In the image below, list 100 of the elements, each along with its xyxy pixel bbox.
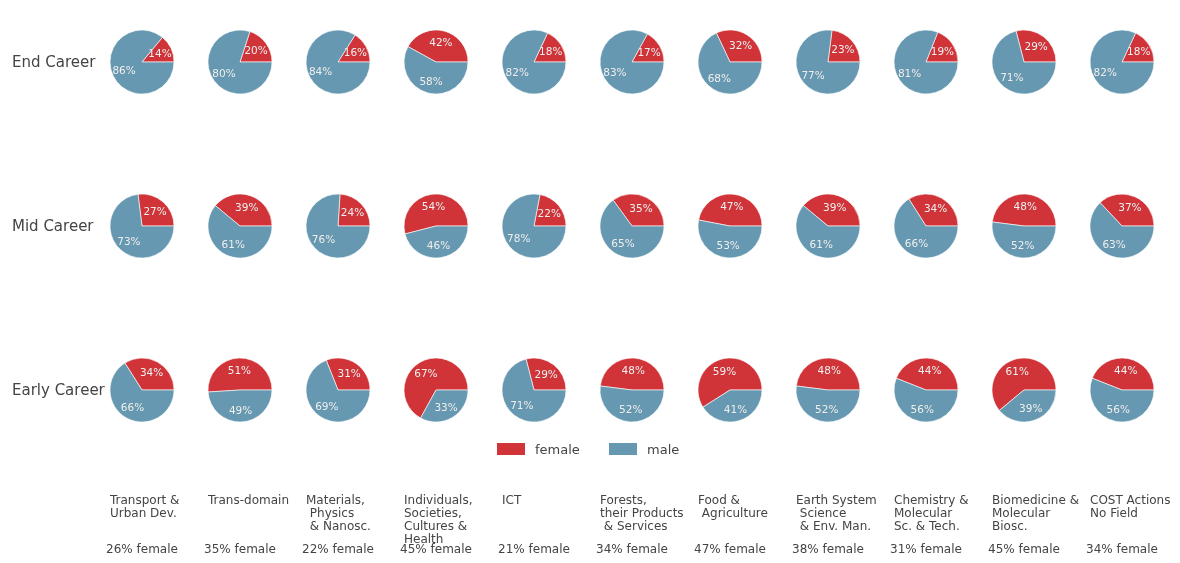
text: COST Actions No Field <box>1090 493 1171 520</box>
data-label: 48% <box>621 363 645 376</box>
text: 47% female <box>694 542 766 556</box>
pie-slice <box>697 32 763 95</box>
data-label: 66% <box>904 237 929 250</box>
data-label: 73% <box>117 234 141 247</box>
text: 22% female <box>302 542 374 556</box>
data-label: 83% <box>603 65 627 78</box>
text: Biomedicine & Molecular Biosc. <box>992 493 1080 533</box>
text: End Career <box>12 53 97 72</box>
text: Forests, their Products & Services <box>600 493 684 533</box>
data-label: 82% <box>1093 66 1117 79</box>
data-label: 31% <box>337 367 361 380</box>
data-label: 18% <box>539 45 563 58</box>
pie-slice <box>1089 29 1155 95</box>
data-label: 48% <box>817 363 841 376</box>
data-label: 80% <box>212 67 236 80</box>
pie-slice <box>109 29 175 95</box>
data-label: 58% <box>419 74 443 87</box>
data-label: 65% <box>611 237 635 250</box>
pie-slice <box>991 30 1057 95</box>
data-label: 68% <box>707 72 732 85</box>
data-label: 78% <box>507 232 531 245</box>
pie-slice <box>305 29 371 95</box>
data-label: 39% <box>823 201 847 214</box>
data-label: 34% <box>923 202 948 215</box>
text: 35% female <box>204 542 276 556</box>
pie-slice <box>795 29 861 95</box>
data-label: 20% <box>244 44 268 57</box>
data-label: 71% <box>510 399 534 412</box>
data-label: 29% <box>1024 40 1048 52</box>
data-label: 48% <box>1013 199 1037 212</box>
data-label: 32% <box>728 38 753 51</box>
pie-slice <box>207 29 273 95</box>
text: 45% female <box>988 542 1060 556</box>
data-label: 52% <box>1011 239 1035 252</box>
data-label: 22% <box>537 207 561 220</box>
data-label: 67% <box>414 366 438 379</box>
data-label: 86% <box>112 64 136 77</box>
data-label: 41% <box>723 402 748 415</box>
data-label: 35% <box>629 202 653 214</box>
data-label: 56% <box>910 403 934 416</box>
data-label: 71% <box>1000 71 1024 84</box>
text: ICT <box>502 493 522 507</box>
data-label: 69% <box>315 400 339 413</box>
data-label: 77% <box>801 68 825 81</box>
data-label: 39% <box>235 201 259 214</box>
data-label: 76% <box>311 233 336 246</box>
text: Earth System Science & Env. Man. <box>796 493 877 533</box>
data-label: 14% <box>148 47 172 60</box>
data-label: 39% <box>1019 402 1043 415</box>
data-label: 47% <box>720 199 744 212</box>
data-label: 49% <box>228 403 253 416</box>
data-label: 34% <box>139 366 164 379</box>
data-label: 24% <box>340 206 365 219</box>
data-label: 61% <box>809 238 833 251</box>
text: Mid Career <box>12 217 95 236</box>
data-label: 52% <box>619 403 643 416</box>
pie-slice <box>501 193 567 259</box>
data-label: 33% <box>434 400 458 413</box>
text: Transport & Urban Dev. <box>109 493 180 520</box>
pie-slice <box>501 358 567 423</box>
text: 31% female <box>890 542 962 556</box>
text: Trans-domain <box>207 493 289 507</box>
data-label: 51% <box>227 363 252 376</box>
data-label: 81% <box>897 66 922 79</box>
data-label: 59% <box>712 364 737 377</box>
text: Early Career <box>12 381 106 400</box>
data-label: 46% <box>426 239 451 252</box>
data-label: 42% <box>429 36 453 49</box>
data-label: 27% <box>143 204 167 217</box>
data-label: 82% <box>505 66 529 79</box>
pie-slice <box>599 29 665 95</box>
data-label: 37% <box>1118 201 1142 214</box>
data-label: 23% <box>831 42 855 55</box>
text: Materials, Physics & Nanosc. <box>306 493 371 533</box>
pie-slice <box>305 359 371 423</box>
data-label: 29% <box>534 368 558 380</box>
text: 34% female <box>596 542 668 556</box>
pie-slice <box>109 193 175 259</box>
legend-label: male <box>647 441 680 457</box>
data-label: 44% <box>1114 364 1138 377</box>
data-label: 61% <box>1005 365 1029 378</box>
text: 38% female <box>792 542 864 556</box>
text: Chemistry & Molecular Sc. & Tech. <box>894 493 969 533</box>
text: Food & Agriculture <box>698 493 768 520</box>
text: 34% female <box>1086 542 1158 556</box>
pie-slice <box>403 357 469 419</box>
data-label: 66% <box>120 401 145 414</box>
data-label: 63% <box>1102 237 1126 250</box>
data-label: 18% <box>1127 45 1151 58</box>
pie-slice <box>893 29 959 95</box>
pie-slice <box>501 29 567 95</box>
data-label: 17% <box>637 45 661 58</box>
data-label: 52% <box>815 403 839 416</box>
data-label: 19% <box>930 44 955 57</box>
data-label: 61% <box>221 238 245 251</box>
data-label: 44% <box>918 364 942 377</box>
data-label: 53% <box>716 239 740 252</box>
data-label: 56% <box>1106 403 1130 416</box>
